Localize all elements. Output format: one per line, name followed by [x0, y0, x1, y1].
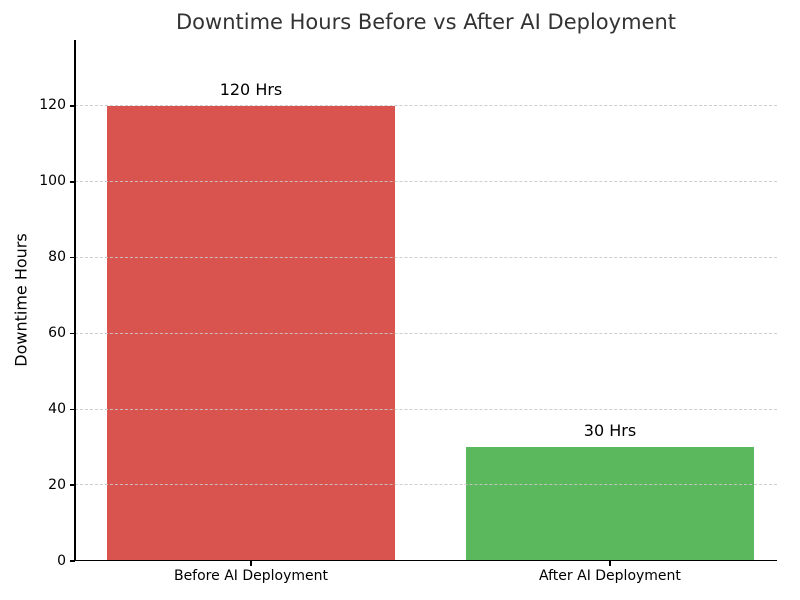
- y-tick-label: 120: [39, 97, 66, 114]
- bar-value-label: 30 Hrs: [583, 421, 637, 441]
- gridline-y-60: [75, 332, 777, 334]
- gridline-y-80: [75, 256, 777, 258]
- gridline-y-40: [75, 408, 777, 410]
- bar-after: [465, 447, 754, 561]
- y-tick-label: 0: [57, 552, 66, 569]
- y-tick-label: 80: [48, 249, 66, 266]
- y-tick-mark: [70, 484, 75, 486]
- chart-title: Downtime Hours Before vs After AI Deploy…: [176, 10, 676, 34]
- x-tick-label: Before AI Deployment: [173, 568, 328, 584]
- y-tick-label: 60: [48, 324, 66, 341]
- y-tick-label: 20: [48, 476, 66, 493]
- y-tick-mark: [70, 332, 75, 335]
- y-tick-mark: [70, 256, 75, 259]
- y-tick-mark: [70, 181, 75, 183]
- bar-value-label: 120 Hrs: [219, 79, 283, 99]
- y-tick-mark: [70, 408, 75, 411]
- plot-area: [74, 40, 777, 562]
- gridline-y-100: [75, 181, 777, 183]
- y-tick-mark: [70, 105, 75, 107]
- y-axis-spine: [74, 40, 76, 561]
- x-tick-mark: [609, 561, 611, 566]
- y-tick-mark: [70, 560, 75, 562]
- x-tick-mark: [250, 561, 252, 566]
- y-tick-label: 100: [39, 173, 66, 190]
- gridline-y-20: [75, 484, 777, 486]
- gridline-y-120: [75, 105, 777, 107]
- y-tick-label: 40: [48, 400, 66, 417]
- x-axis-spine: [74, 559, 777, 562]
- x-tick-label: After AI Deployment: [539, 568, 681, 584]
